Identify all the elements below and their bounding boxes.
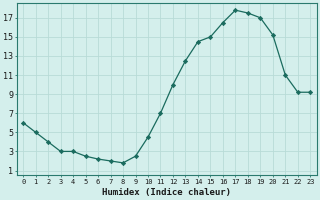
X-axis label: Humidex (Indice chaleur): Humidex (Indice chaleur) (102, 188, 231, 197)
